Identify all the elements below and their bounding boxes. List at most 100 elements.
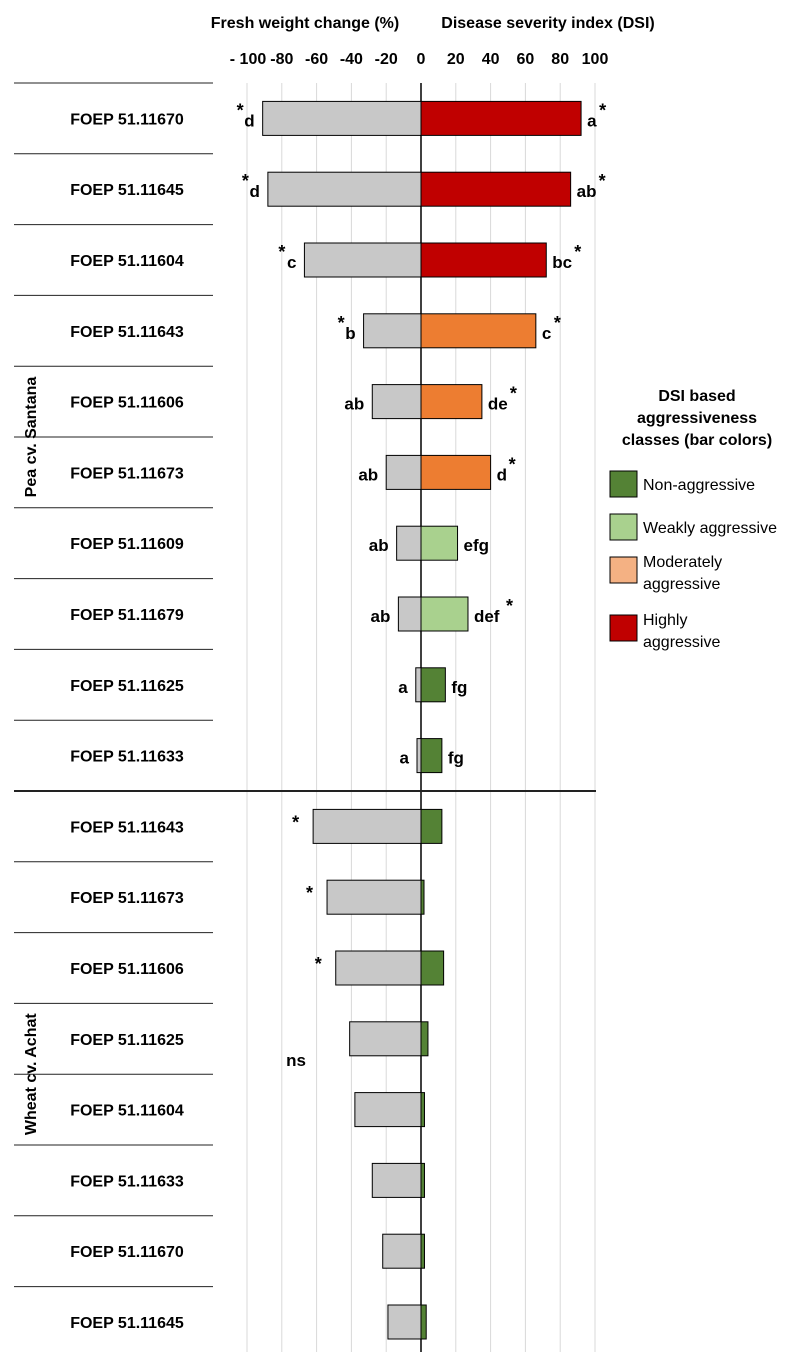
dsi-bar <box>421 880 424 914</box>
fresh-weight-bar <box>268 172 421 206</box>
right-axis-title: Disease severity index (DSI) <box>441 15 654 32</box>
x-tick-label: -80 <box>270 51 293 68</box>
strain-label: FOEP 51.11606 <box>70 961 184 978</box>
x-tick-label: 100 <box>582 51 609 68</box>
strain-label: FOEP 51.11606 <box>70 395 184 412</box>
x-tick-label: 80 <box>551 51 569 68</box>
dsi-significance-star: * <box>509 454 516 474</box>
dsi-significance-label: ab <box>577 182 597 201</box>
x-tick-label: 60 <box>517 51 535 68</box>
group-label: Wheat cv. Achat <box>23 1013 40 1135</box>
fw-significance-star: * <box>315 954 322 974</box>
x-tick-label: 0 <box>417 51 426 68</box>
strain-label: FOEP 51.11670 <box>70 1244 184 1261</box>
strain-label: FOEP 51.11604 <box>70 1103 184 1120</box>
dsi-bar <box>421 455 491 489</box>
fresh-weight-bar <box>372 1163 421 1197</box>
strain-label: FOEP 51.11609 <box>70 536 184 553</box>
fresh-weight-bar <box>327 880 421 914</box>
strain-label: FOEP 51.11643 <box>70 324 184 341</box>
dsi-bar <box>421 314 536 348</box>
dsi-bar <box>421 739 442 773</box>
legend-label: Non-aggressive <box>643 477 755 494</box>
axis-ticks: - 100 -80 -60 -40 -20 0 20 40 60 80 100 <box>230 51 609 68</box>
fw-significance-star: * <box>292 812 299 832</box>
fw-significance-label: d <box>244 111 254 130</box>
legend-label: Highly aggressive <box>643 612 720 651</box>
fw-significance-label: c <box>287 253 296 272</box>
fresh-weight-bar <box>364 314 421 348</box>
legend: DSI based aggressiveness classes (bar co… <box>610 388 777 651</box>
legend-swatch <box>610 557 637 583</box>
fw-significance-label: ab <box>344 395 364 414</box>
fw-significance-star: * <box>242 171 249 191</box>
legend-label: Weakly aggressive <box>643 520 777 537</box>
legend-swatch <box>610 514 637 540</box>
legend-title-line-1: DSI based <box>658 388 735 405</box>
fw-significance-label: a <box>400 749 410 768</box>
dsi-significance-label: def <box>474 607 500 626</box>
legend-title-line-2: aggressiveness <box>637 410 757 427</box>
dsi-bar <box>421 385 482 419</box>
fresh-weight-bar <box>398 597 421 631</box>
dsi-significance-star: * <box>554 313 561 333</box>
chart-rows: FOEP 51.11670 d*a*FOEP 51.11645 d*ab*FOEP … <box>14 83 606 1339</box>
legend-swatch <box>610 615 637 641</box>
strain-label: FOEP 51.11645 <box>70 182 184 199</box>
x-tick-label: -60 <box>305 51 328 68</box>
dsi-bar <box>421 1163 424 1197</box>
fresh-weight-bar <box>388 1305 421 1339</box>
fresh-weight-bar <box>304 243 421 277</box>
dsi-bar <box>421 809 442 843</box>
fw-significance-star: * <box>278 242 285 262</box>
strain-label: FOEP 51.11625 <box>70 1032 184 1049</box>
dsi-significance-label: a <box>587 111 597 130</box>
dsi-significance-label: efg <box>464 536 490 555</box>
fw-significance-star: * <box>237 100 244 120</box>
dsi-bar <box>421 1022 428 1056</box>
dsi-significance-star: * <box>574 242 581 262</box>
dsi-significance-star: * <box>599 100 606 120</box>
fresh-weight-bar <box>386 455 421 489</box>
strain-label: FOEP 51.11645 <box>70 1315 184 1332</box>
legend-title-line-3: classes (bar colors) <box>622 432 772 449</box>
dsi-bar <box>421 1234 424 1268</box>
dsi-bar <box>421 101 581 135</box>
dsi-bar <box>421 172 571 206</box>
dsi-significance-label: de <box>488 395 508 414</box>
dsi-significance-label: fg <box>451 678 467 697</box>
dsi-significance-label: fg <box>448 749 464 768</box>
fw-significance-label: d <box>249 182 259 201</box>
fresh-weight-bar <box>313 809 421 843</box>
fresh-weight-bar <box>397 526 421 560</box>
dsi-bar <box>421 1305 426 1339</box>
x-tick-label: 20 <box>447 51 465 68</box>
x-tick-label: -20 <box>375 51 398 68</box>
dsi-bar <box>421 1093 424 1127</box>
dsi-bar <box>421 951 444 985</box>
x-tick-label: - 100 <box>230 51 267 68</box>
legend-label: Moderately aggressive <box>643 554 722 593</box>
strain-label: FOEP 51.11673 <box>70 890 184 907</box>
strain-label: FOEP 51.11604 <box>70 253 184 270</box>
dsi-bar <box>421 526 458 560</box>
group-label: Pea cv. Santana <box>23 377 40 498</box>
legend-label-line: Moderately <box>643 554 722 571</box>
fresh-weight-bar <box>372 385 421 419</box>
dsi-significance-star: * <box>510 384 517 404</box>
dsi-significance-label: bc <box>552 253 572 272</box>
strain-label: FOEP 51.11643 <box>70 819 184 836</box>
fresh-weight-bar <box>263 101 421 135</box>
fresh-weight-bar <box>350 1022 421 1056</box>
fw-significance-star: * <box>306 883 313 903</box>
legend-label-line: Highly <box>643 612 687 629</box>
dsi-significance-label: c <box>542 324 551 343</box>
fw-significance-label: b <box>345 324 355 343</box>
fw-significance-label: ab <box>371 607 391 626</box>
left-axis-title: Fresh weight change (%) <box>211 15 399 32</box>
legend-swatch <box>610 471 637 497</box>
strain-label: FOEP 51.11670 <box>70 111 184 128</box>
group-annotation: ns <box>286 1051 306 1070</box>
strain-label: FOEP 51.11633 <box>70 749 184 766</box>
